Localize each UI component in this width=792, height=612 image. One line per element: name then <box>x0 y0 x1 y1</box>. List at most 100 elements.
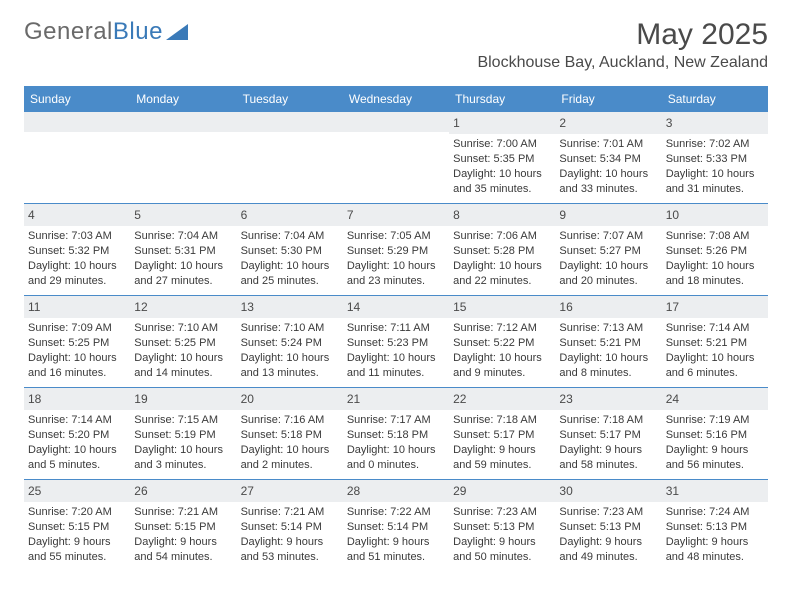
day-number: 22 <box>449 387 555 410</box>
daylight-text-2: and 0 minutes. <box>347 458 445 473</box>
day-number: 5 <box>130 203 236 226</box>
day-cell: 11Sunrise: 7:09 AMSunset: 5:25 PMDayligh… <box>24 295 130 387</box>
sunset-text: Sunset: 5:24 PM <box>241 336 339 351</box>
daylight-text-2: and 27 minutes. <box>134 274 232 289</box>
sunrise-text: Sunrise: 7:18 AM <box>453 413 551 428</box>
day-content: Sunrise: 7:21 AMSunset: 5:15 PMDaylight:… <box>130 502 236 569</box>
sunrise-text: Sunrise: 7:21 AM <box>241 505 339 520</box>
day-cell: 20Sunrise: 7:16 AMSunset: 5:18 PMDayligh… <box>237 387 343 479</box>
daylight-text-2: and 51 minutes. <box>347 550 445 565</box>
day-number: 28 <box>343 479 449 502</box>
day-number: 6 <box>237 203 343 226</box>
sunrise-text: Sunrise: 7:15 AM <box>134 413 232 428</box>
sunset-text: Sunset: 5:25 PM <box>28 336 126 351</box>
daylight-text-2: and 59 minutes. <box>453 458 551 473</box>
day-cell: 5Sunrise: 7:04 AMSunset: 5:31 PMDaylight… <box>130 203 236 295</box>
daylight-text-1: Daylight: 10 hours <box>559 351 657 366</box>
week-row: 25Sunrise: 7:20 AMSunset: 5:15 PMDayligh… <box>24 479 768 571</box>
daylight-text-1: Daylight: 10 hours <box>241 351 339 366</box>
day-number: 19 <box>130 387 236 410</box>
sunset-text: Sunset: 5:20 PM <box>28 428 126 443</box>
sunrise-text: Sunrise: 7:06 AM <box>453 229 551 244</box>
sunrise-text: Sunrise: 7:08 AM <box>666 229 764 244</box>
week-row: 4Sunrise: 7:03 AMSunset: 5:32 PMDaylight… <box>24 203 768 295</box>
day-content: Sunrise: 7:14 AMSunset: 5:20 PMDaylight:… <box>24 410 130 477</box>
sunrise-text: Sunrise: 7:24 AM <box>666 505 764 520</box>
daylight-text-2: and 16 minutes. <box>28 366 126 381</box>
daylight-text-2: and 11 minutes. <box>347 366 445 381</box>
daylight-text-2: and 49 minutes. <box>559 550 657 565</box>
day-content: Sunrise: 7:10 AMSunset: 5:25 PMDaylight:… <box>130 318 236 385</box>
daylight-text-2: and 14 minutes. <box>134 366 232 381</box>
day-number: 31 <box>662 479 768 502</box>
daylight-text-1: Daylight: 10 hours <box>347 351 445 366</box>
sunrise-text: Sunrise: 7:02 AM <box>666 137 764 152</box>
day-content: Sunrise: 7:16 AMSunset: 5:18 PMDaylight:… <box>237 410 343 477</box>
sunrise-text: Sunrise: 7:00 AM <box>453 137 551 152</box>
day-number-empty <box>24 111 130 132</box>
daylight-text-2: and 13 minutes. <box>241 366 339 381</box>
day-cell: 14Sunrise: 7:11 AMSunset: 5:23 PMDayligh… <box>343 295 449 387</box>
day-content: Sunrise: 7:21 AMSunset: 5:14 PMDaylight:… <box>237 502 343 569</box>
week-row: 1Sunrise: 7:00 AMSunset: 5:35 PMDaylight… <box>24 111 768 203</box>
daylight-text-1: Daylight: 10 hours <box>241 443 339 458</box>
sunrise-text: Sunrise: 7:04 AM <box>241 229 339 244</box>
sunrise-text: Sunrise: 7:14 AM <box>666 321 764 336</box>
sunset-text: Sunset: 5:21 PM <box>666 336 764 351</box>
daylight-text-1: Daylight: 10 hours <box>666 351 764 366</box>
daylight-text-2: and 29 minutes. <box>28 274 126 289</box>
sunset-text: Sunset: 5:29 PM <box>347 244 445 259</box>
week-row: 18Sunrise: 7:14 AMSunset: 5:20 PMDayligh… <box>24 387 768 479</box>
day-cell: 22Sunrise: 7:18 AMSunset: 5:17 PMDayligh… <box>449 387 555 479</box>
day-cell: 10Sunrise: 7:08 AMSunset: 5:26 PMDayligh… <box>662 203 768 295</box>
daylight-text-1: Daylight: 10 hours <box>134 259 232 274</box>
header: GeneralBlue May 2025 Blockhouse Bay, Auc… <box>0 0 792 80</box>
daylight-text-2: and 25 minutes. <box>241 274 339 289</box>
day-number: 11 <box>24 295 130 318</box>
logo: GeneralBlue <box>24 18 188 46</box>
sunset-text: Sunset: 5:18 PM <box>347 428 445 443</box>
daylight-text-1: Daylight: 10 hours <box>666 167 764 182</box>
day-content: Sunrise: 7:03 AMSunset: 5:32 PMDaylight:… <box>24 226 130 293</box>
calendar: SundayMondayTuesdayWednesdayThursdayFrid… <box>24 86 768 571</box>
sunrise-text: Sunrise: 7:11 AM <box>347 321 445 336</box>
sunset-text: Sunset: 5:32 PM <box>28 244 126 259</box>
weekday-header-wednesday: Wednesday <box>343 87 449 111</box>
day-number: 1 <box>449 111 555 134</box>
day-content: Sunrise: 7:23 AMSunset: 5:13 PMDaylight:… <box>449 502 555 569</box>
day-number: 24 <box>662 387 768 410</box>
daylight-text-1: Daylight: 9 hours <box>241 535 339 550</box>
sunrise-text: Sunrise: 7:17 AM <box>347 413 445 428</box>
daylight-text-2: and 31 minutes. <box>666 182 764 197</box>
day-content: Sunrise: 7:07 AMSunset: 5:27 PMDaylight:… <box>555 226 661 293</box>
day-content: Sunrise: 7:00 AMSunset: 5:35 PMDaylight:… <box>449 134 555 201</box>
sunrise-text: Sunrise: 7:07 AM <box>559 229 657 244</box>
day-cell: 18Sunrise: 7:14 AMSunset: 5:20 PMDayligh… <box>24 387 130 479</box>
daylight-text-1: Daylight: 9 hours <box>453 443 551 458</box>
day-number: 25 <box>24 479 130 502</box>
sunset-text: Sunset: 5:31 PM <box>134 244 232 259</box>
day-number: 18 <box>24 387 130 410</box>
sunrise-text: Sunrise: 7:12 AM <box>453 321 551 336</box>
logo-text-blue: Blue <box>113 18 163 46</box>
sunrise-text: Sunrise: 7:05 AM <box>347 229 445 244</box>
day-number: 9 <box>555 203 661 226</box>
day-cell: 31Sunrise: 7:24 AMSunset: 5:13 PMDayligh… <box>662 479 768 571</box>
day-content: Sunrise: 7:20 AMSunset: 5:15 PMDaylight:… <box>24 502 130 569</box>
day-number: 27 <box>237 479 343 502</box>
daylight-text-2: and 20 minutes. <box>559 274 657 289</box>
daylight-text-1: Daylight: 9 hours <box>559 535 657 550</box>
daylight-text-1: Daylight: 10 hours <box>559 259 657 274</box>
location-label: Blockhouse Bay, Auckland, New Zealand <box>477 54 768 72</box>
sunrise-text: Sunrise: 7:14 AM <box>28 413 126 428</box>
day-number: 4 <box>24 203 130 226</box>
weekday-header-thursday: Thursday <box>449 87 555 111</box>
sunset-text: Sunset: 5:35 PM <box>453 152 551 167</box>
day-number: 2 <box>555 111 661 134</box>
day-content: Sunrise: 7:14 AMSunset: 5:21 PMDaylight:… <box>662 318 768 385</box>
day-cell: 12Sunrise: 7:10 AMSunset: 5:25 PMDayligh… <box>130 295 236 387</box>
weekday-header-tuesday: Tuesday <box>237 87 343 111</box>
sunset-text: Sunset: 5:17 PM <box>559 428 657 443</box>
day-content: Sunrise: 7:11 AMSunset: 5:23 PMDaylight:… <box>343 318 449 385</box>
day-content: Sunrise: 7:05 AMSunset: 5:29 PMDaylight:… <box>343 226 449 293</box>
